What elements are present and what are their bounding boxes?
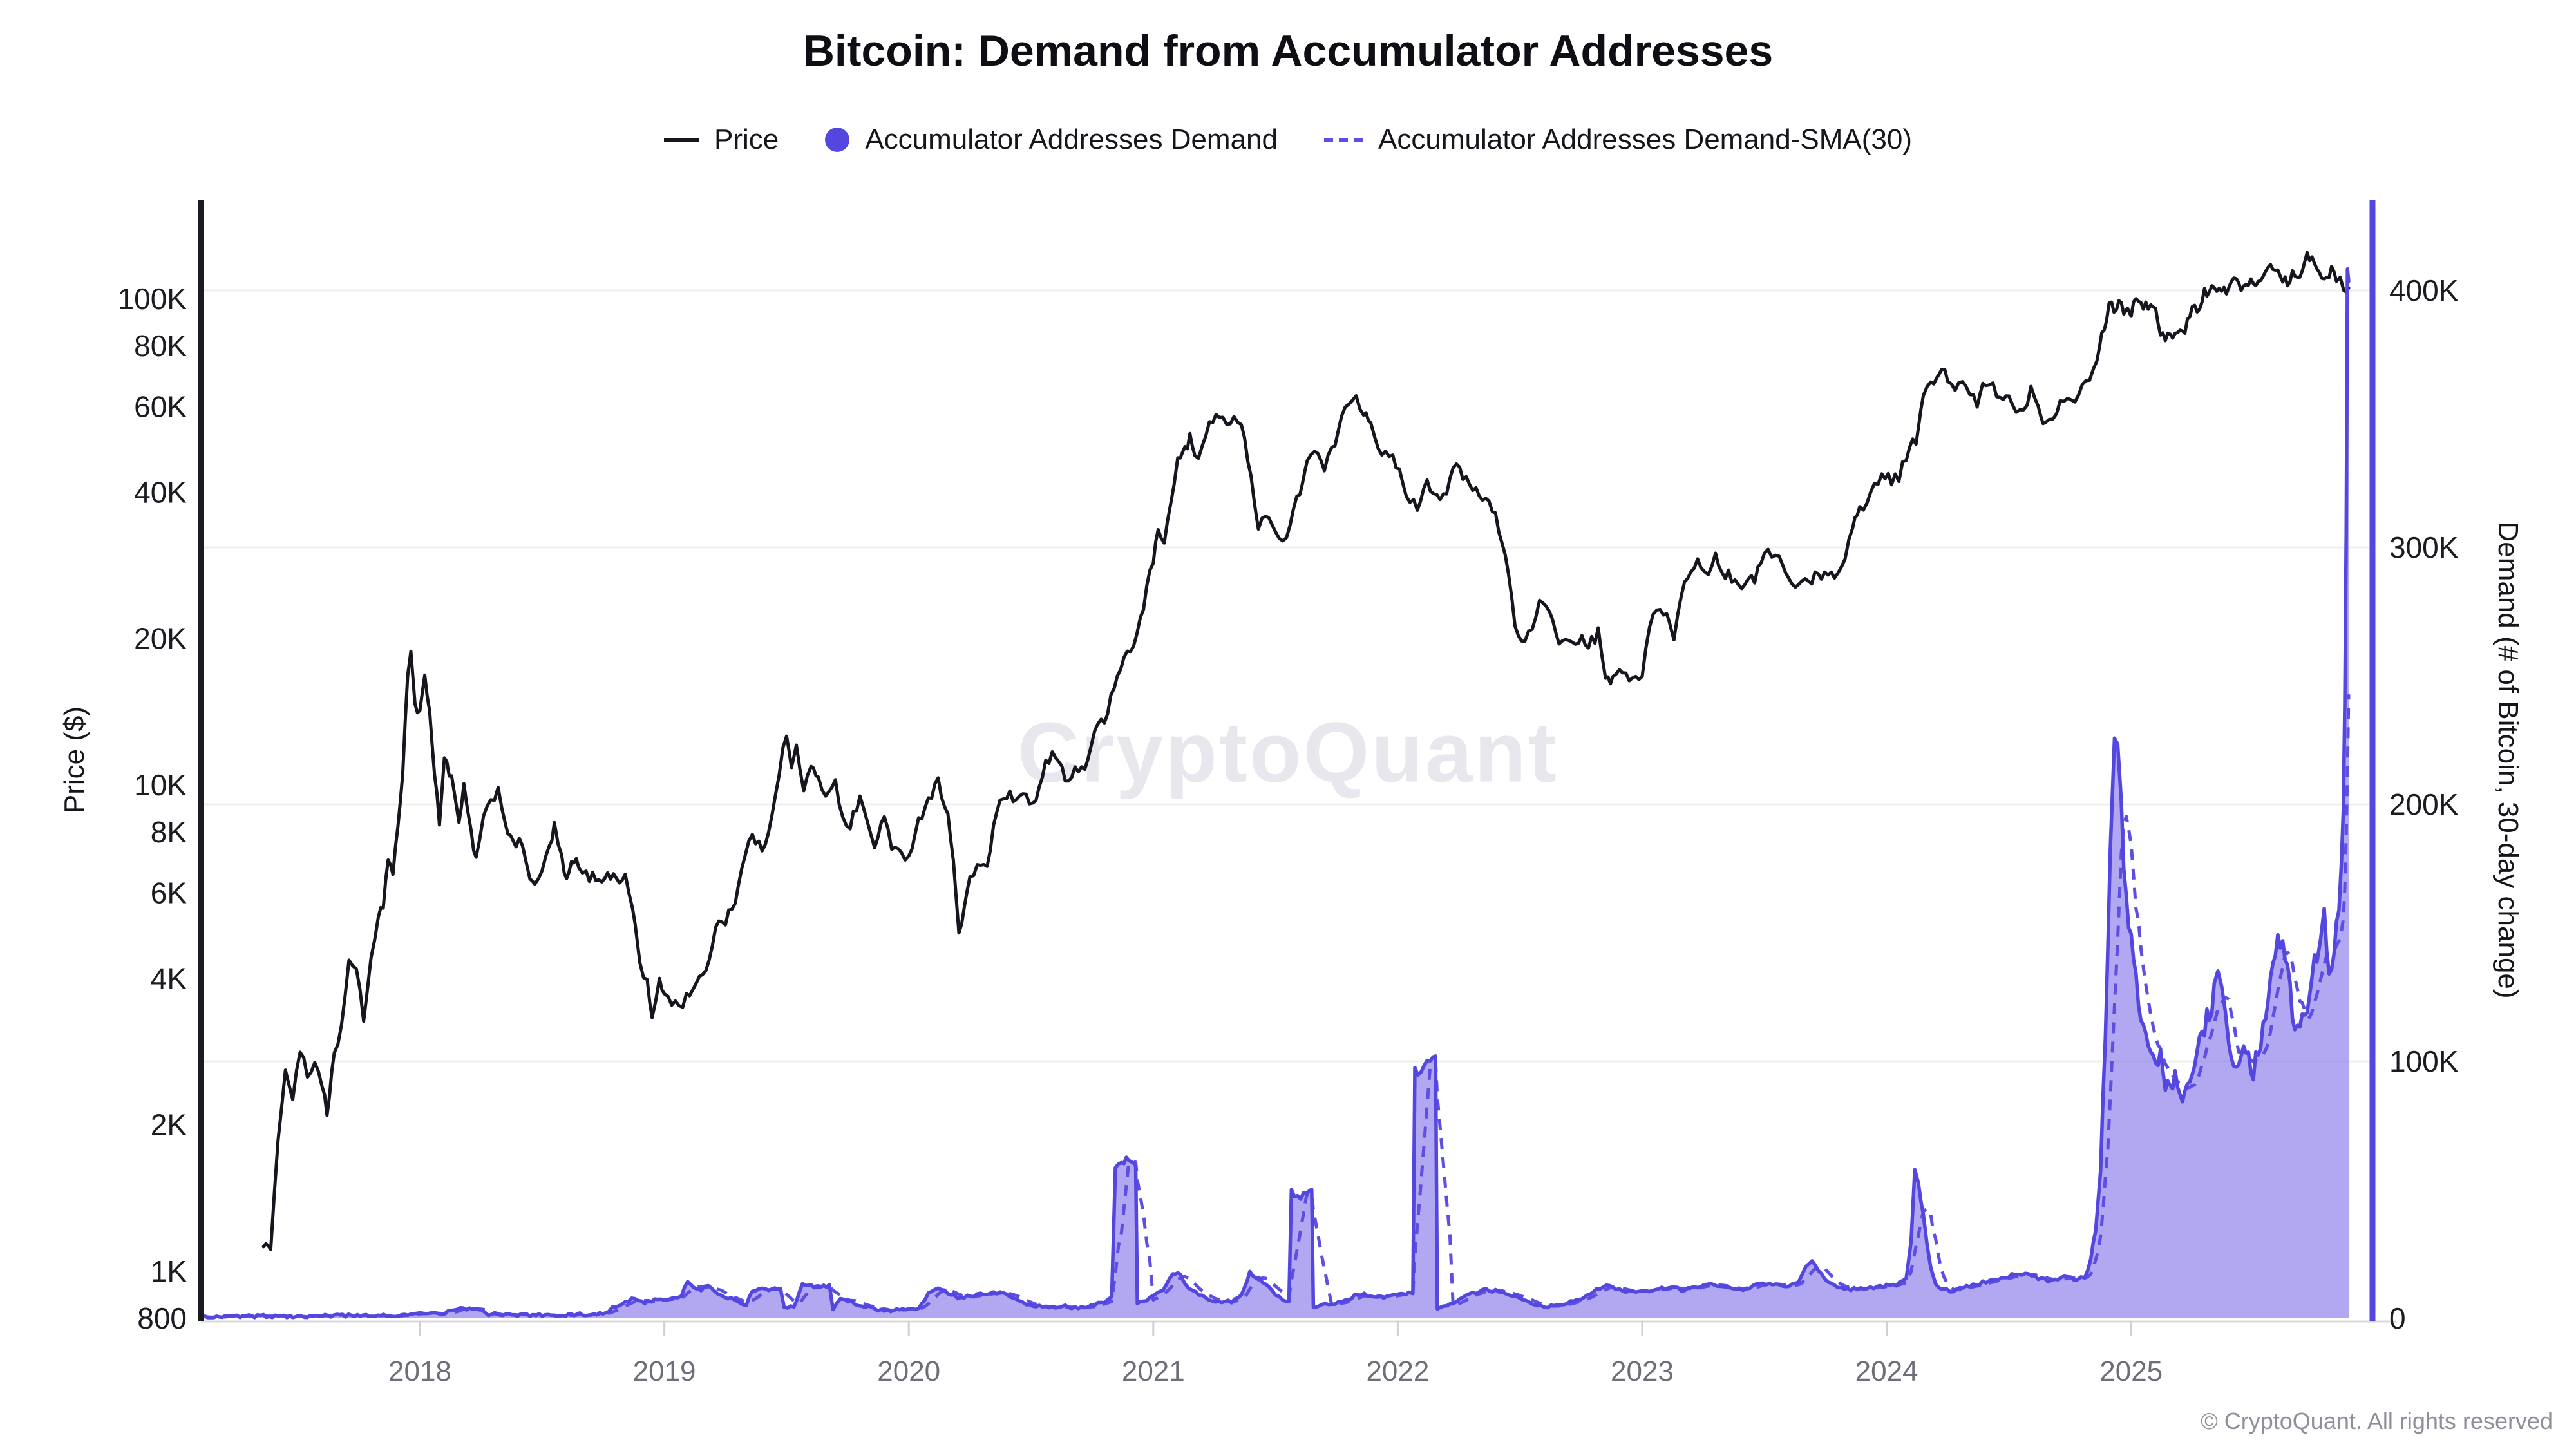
price-line (261, 251, 2351, 1251)
left-tick-label: 10K (134, 768, 187, 802)
legend-item-price-label: Price (714, 124, 779, 155)
page-title: Bitcoin: Demand from Accumulator Address… (802, 26, 1774, 75)
x-tick-label: 2022 (1366, 1356, 1429, 1387)
plot-area[interactable] (201, 200, 2372, 1321)
sma-dash-swatch-icon (1324, 137, 1363, 142)
demand-area (205, 269, 2349, 1319)
right-tick-label: 0 (2389, 1302, 2406, 1335)
legend-item-demand-sma[interactable]: Accumulator Addresses Demand-SMA(30) (1324, 124, 1912, 156)
copyright-text: © CryptoQuant. All rights reserved (2201, 1408, 2553, 1434)
right-tick-label: 200K (2389, 788, 2459, 821)
left-tick-label: 6K (151, 876, 187, 909)
right-tick-label: 100K (2389, 1045, 2459, 1078)
cryptoquant-watermark: CryptoQuant (1018, 704, 1558, 801)
legend-item-price[interactable]: Price (664, 124, 779, 156)
x-tick-label: 2019 (633, 1356, 696, 1387)
left-tick-label: 80K (134, 329, 187, 363)
left-tick-label: 8K (151, 815, 187, 849)
x-tick-label: 2025 (2099, 1356, 2163, 1387)
left-tick-label: 2K (151, 1108, 187, 1142)
x-tick-label: 2020 (877, 1356, 940, 1387)
left-tick-label: 60K (134, 390, 187, 423)
chart-legend: Price Accumulator Addresses Demand Accum… (0, 124, 2576, 156)
x-tick-label: 2021 (1122, 1356, 1185, 1387)
legend-item-demand[interactable]: Accumulator Addresses Demand (825, 124, 1278, 156)
left-tick-label: 4K (151, 961, 187, 995)
price-line-swatch-icon (664, 137, 699, 142)
left-tick-label: 40K (134, 475, 187, 509)
left-axis-title: Price ($) (59, 706, 90, 814)
x-tick-label: 2023 (1611, 1356, 1674, 1387)
left-tick-label: 20K (134, 622, 187, 656)
right-axis-title: Demand (# of Bitcoin, 30-day change) (2492, 521, 2524, 999)
right-tick-label: 400K (2389, 274, 2459, 307)
left-tick-label: 800 (137, 1302, 187, 1335)
legend-item-demand-label: Accumulator Addresses Demand (865, 124, 1278, 155)
x-tick-label: 2018 (388, 1356, 451, 1387)
left-tick-label: 100K (118, 282, 187, 316)
demand-dot-swatch-icon (825, 128, 850, 152)
left-tick-label: 1K (151, 1255, 187, 1288)
x-tick-label: 2024 (1855, 1356, 1918, 1387)
right-tick-label: 300K (2389, 531, 2459, 564)
demand-line (203, 267, 2351, 1320)
legend-item-demand-sma-label: Accumulator Addresses Demand-SMA(30) (1378, 124, 1912, 155)
